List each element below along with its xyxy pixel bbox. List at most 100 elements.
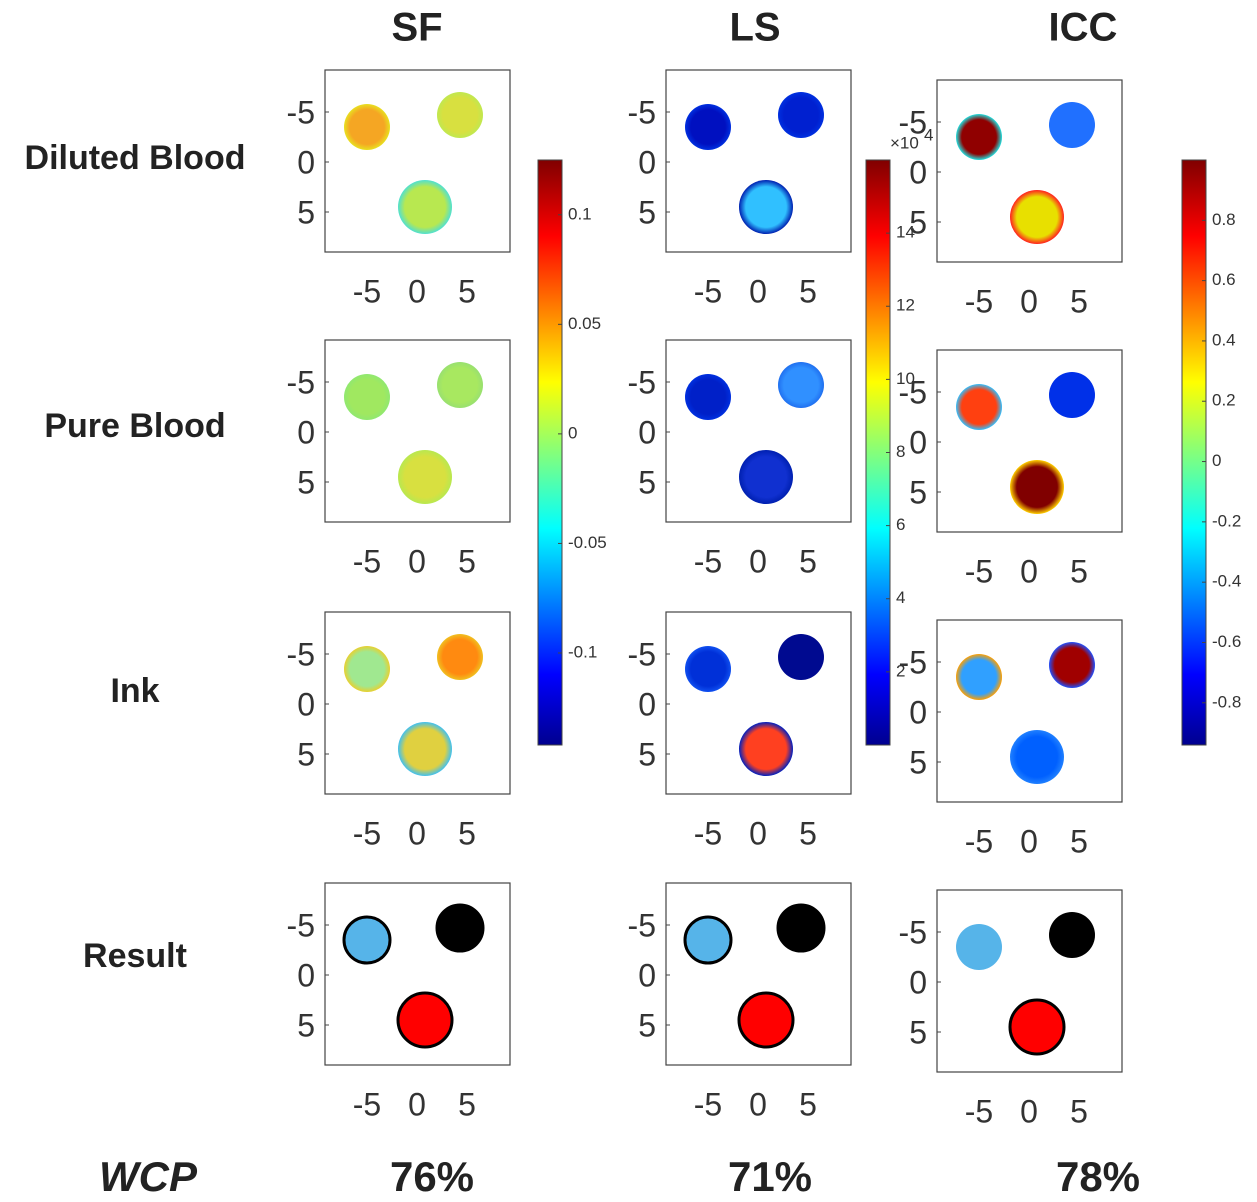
- y-tick-label: 0: [909, 424, 927, 460]
- x-tick-label: 0: [408, 815, 426, 851]
- blob: [685, 646, 731, 692]
- row-label: Diluted Blood: [25, 139, 246, 177]
- blob: [1010, 460, 1064, 514]
- row-label: Result: [83, 937, 187, 975]
- x-tick-label: -5: [694, 815, 722, 851]
- blob: [739, 450, 793, 504]
- y-tick-label: -5: [287, 636, 315, 672]
- blob: [1008, 998, 1066, 1056]
- y-tick-label: -5: [628, 907, 656, 943]
- colorbar-label: 0.05: [568, 314, 601, 333]
- y-tick-label: -5: [628, 364, 656, 400]
- colorbar-label: 2: [896, 661, 905, 680]
- wcp-value: 71%: [728, 1153, 812, 1200]
- y-tick-label: 0: [638, 957, 656, 993]
- x-tick-label: -5: [694, 543, 722, 579]
- blob: [344, 374, 390, 420]
- x-tick-label: 5: [1070, 553, 1088, 589]
- colorbar-label: 0: [568, 423, 577, 442]
- colorbar-label: -0.8: [1212, 692, 1241, 711]
- colorbar-exponent: 4: [924, 125, 933, 144]
- colorbar: [537, 159, 563, 746]
- x-tick-label: -5: [353, 815, 381, 851]
- colorbar-label: -0.6: [1212, 632, 1241, 651]
- blob: [344, 104, 390, 150]
- x-tick-label: 5: [1070, 283, 1088, 319]
- x-tick-label: 0: [408, 273, 426, 309]
- colorbar-label: -0.2: [1212, 511, 1241, 530]
- y-tick-label: 0: [638, 414, 656, 450]
- y-tick-label: -5: [628, 636, 656, 672]
- blob: [1049, 912, 1095, 958]
- y-tick-label: 5: [909, 1014, 927, 1050]
- y-tick-label: 5: [638, 736, 656, 772]
- blob: [956, 924, 1002, 970]
- x-tick-label: -5: [353, 1086, 381, 1122]
- y-tick-label: 0: [638, 686, 656, 722]
- blob: [398, 180, 452, 234]
- blob: [778, 92, 824, 138]
- y-tick-label: 0: [909, 964, 927, 1000]
- blob: [396, 991, 454, 1049]
- y-tick-label: -5: [899, 374, 927, 410]
- colorbar-label: 4: [896, 588, 905, 607]
- column-title: SF: [391, 6, 442, 50]
- colorbar: [1181, 159, 1207, 746]
- blob: [1049, 102, 1095, 148]
- x-tick-label: 0: [749, 1086, 767, 1122]
- x-tick-label: 5: [458, 273, 476, 309]
- y-tick-label: -5: [899, 914, 927, 950]
- blob: [1010, 190, 1064, 244]
- x-tick-label: 5: [1070, 1093, 1088, 1129]
- column-title: ICC: [1049, 6, 1118, 50]
- blob: [344, 646, 390, 692]
- blob: [685, 104, 731, 150]
- blob: [956, 114, 1002, 160]
- wcp-value: 78%: [1056, 1153, 1140, 1200]
- colorbar-label: 0.1: [568, 204, 592, 223]
- blob: [1049, 642, 1095, 688]
- blob: [778, 634, 824, 680]
- x-tick-label: 0: [1020, 1093, 1038, 1129]
- y-tick-label: 5: [297, 1007, 315, 1043]
- y-tick-label: 0: [909, 154, 927, 190]
- x-tick-label: 0: [408, 543, 426, 579]
- x-tick-label: -5: [965, 283, 993, 319]
- blob: [685, 374, 731, 420]
- blob: [1049, 372, 1095, 418]
- x-tick-label: -5: [353, 543, 381, 579]
- x-tick-label: 5: [1070, 823, 1088, 859]
- y-tick-label: 5: [297, 736, 315, 772]
- x-tick-label: 0: [749, 543, 767, 579]
- blob: [776, 903, 826, 953]
- y-tick-label: 0: [297, 957, 315, 993]
- colorbar-label: 6: [896, 515, 905, 534]
- x-tick-label: 5: [458, 1086, 476, 1122]
- x-tick-label: 5: [799, 273, 817, 309]
- x-tick-label: 0: [408, 1086, 426, 1122]
- colorbar-label: 0.8: [1212, 210, 1236, 229]
- x-tick-label: -5: [694, 273, 722, 309]
- colorbar-label: 0.2: [1212, 391, 1236, 410]
- y-tick-label: 5: [909, 204, 927, 240]
- blob: [956, 384, 1002, 430]
- blob: [437, 634, 483, 680]
- y-tick-label: 5: [909, 744, 927, 780]
- x-tick-label: -5: [353, 273, 381, 309]
- x-tick-label: 0: [1020, 823, 1038, 859]
- row-label: Pure Blood: [44, 407, 225, 445]
- y-tick-label: 5: [297, 194, 315, 230]
- y-tick-label: 5: [297, 464, 315, 500]
- y-tick-label: -5: [287, 364, 315, 400]
- row-label: Ink: [110, 672, 159, 710]
- x-tick-label: -5: [965, 553, 993, 589]
- blob: [398, 722, 452, 776]
- y-tick-label: 0: [638, 144, 656, 180]
- x-tick-label: 0: [1020, 553, 1038, 589]
- colorbar-label: 8: [896, 442, 905, 461]
- colorbar-label: 12: [896, 296, 915, 315]
- y-tick-label: -5: [899, 644, 927, 680]
- x-tick-label: -5: [694, 1086, 722, 1122]
- blob: [778, 362, 824, 408]
